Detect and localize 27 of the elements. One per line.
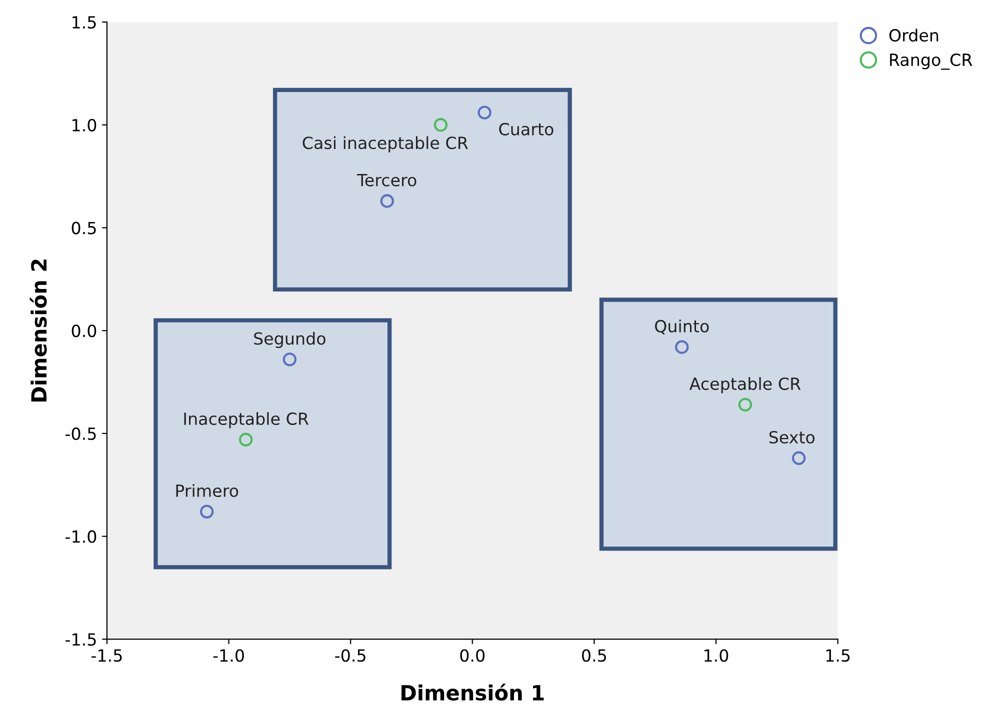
annotation: Tercero (356, 174, 416, 186)
y-tick-label: 0.0 (72, 324, 96, 338)
y-tick-label: -0.5 (66, 427, 96, 440)
y-tick-label: 1.5 (72, 16, 96, 29)
x-tick-label: -1.5 (92, 649, 122, 662)
annotation: Aceptable CR (689, 377, 801, 394)
y-tick-label: 0.5 (72, 222, 96, 234)
x-tick-label: -0.5 (335, 649, 366, 662)
y-tick-label: -1.0 (66, 530, 96, 543)
x-tick-label: 1.0 (704, 649, 728, 662)
annotation: Primero (176, 484, 238, 498)
x-tick-label: 0.5 (582, 649, 606, 662)
annotation: Inaceptable CR (184, 412, 309, 428)
annotation: Casi inaceptable CR (302, 136, 468, 152)
annotation: Quinto (655, 320, 709, 334)
annotation: Cuarto (499, 122, 554, 136)
annotation: Sexto (769, 430, 815, 444)
legend-label: Orden (889, 28, 938, 42)
y-axis-title: Dimensión 2 (30, 260, 47, 402)
annotation: Segundo (254, 332, 326, 348)
y-tick-label: -1.5 (66, 633, 96, 646)
x-tick-label: -1.0 (213, 649, 244, 662)
legend-label: Rango_CR (890, 53, 972, 70)
x-tick-label: 0.0 (460, 649, 485, 662)
x-tick-label: 1.5 (826, 649, 850, 662)
x-axis-title: Dimensión 1 (402, 684, 544, 701)
y-tick-label: 1.0 (72, 118, 96, 132)
